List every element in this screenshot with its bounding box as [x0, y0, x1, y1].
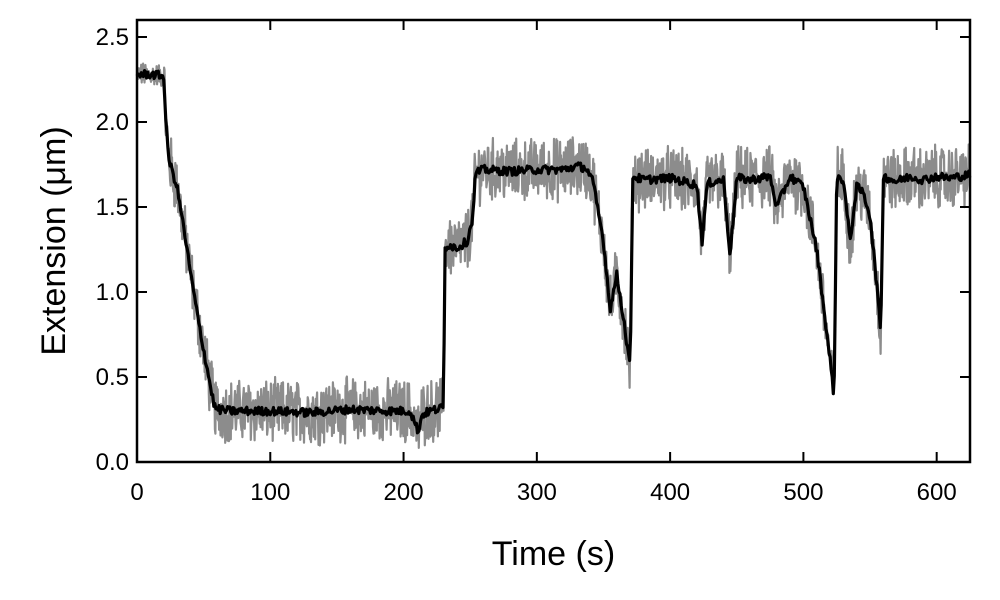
y-axis-title: Extension (μm): [35, 126, 73, 355]
y-tick-label: 0.5: [96, 364, 129, 391]
x-tick-label: 200: [384, 479, 424, 506]
x-tick-label: 500: [783, 479, 823, 506]
y-tick-label: 0.0: [96, 449, 129, 476]
y-tick-label: 2.0: [96, 109, 129, 136]
x-tick-label: 400: [650, 479, 690, 506]
y-tick-label: 2.5: [96, 24, 129, 51]
x-tick-label: 100: [250, 479, 290, 506]
raw-trace: [135, 62, 971, 449]
y-tick-label: 1.0: [96, 279, 129, 306]
series-line: [135, 69, 972, 435]
x-tick-label: 600: [917, 479, 957, 506]
x-axis-title: Time (s): [492, 535, 615, 573]
mean-trace-layer: [135, 69, 972, 435]
y-tick-label: 1.5: [96, 194, 129, 221]
tick-labels: 0 100 200 300 400 500 600 0.0 0.5 1.0 1.5 2.0 2.5: [96, 24, 957, 506]
raw-trace-layer: [135, 62, 971, 449]
x-tick-label: 0: [130, 479, 143, 506]
plot-frame: [135, 18, 972, 464]
x-tick-label: 300: [517, 479, 557, 506]
axis-ticks: [136, 20, 970, 463]
